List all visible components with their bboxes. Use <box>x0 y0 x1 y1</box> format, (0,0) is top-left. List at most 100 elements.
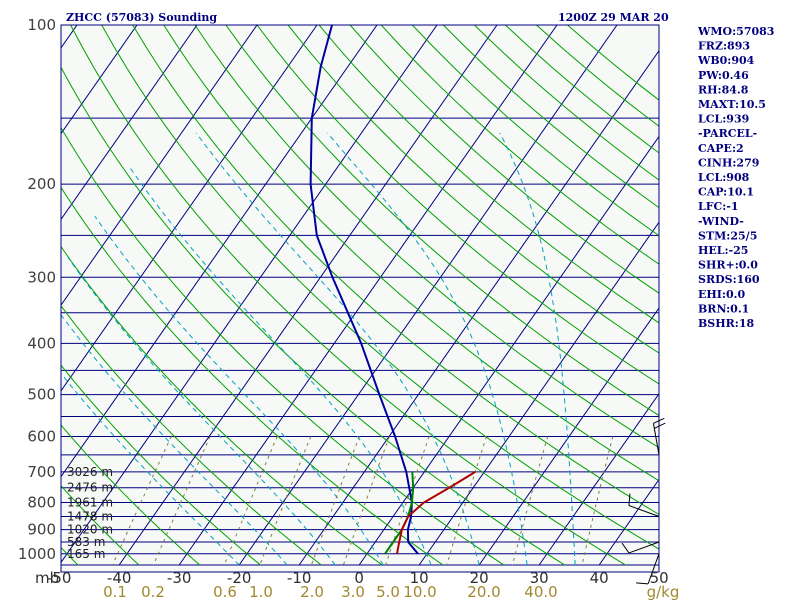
height-label: 583 m <box>67 535 105 549</box>
mixing-ratio-label: 10.0 <box>403 583 436 600</box>
temperature-tick-label: 0 <box>354 569 364 587</box>
mixing-ratio-label: 3.0 <box>341 583 365 600</box>
dry-adiabat-line <box>61 186 444 566</box>
temperature-tick-label: -20 <box>227 569 252 587</box>
temperature-tick-label: 20 <box>470 569 489 587</box>
mixing-ratio-label: 20.0 <box>467 583 500 600</box>
moist-adiabat-line <box>195 132 480 566</box>
mixing-ratio-line <box>310 436 360 566</box>
dry-adiabat-line <box>287 25 659 354</box>
mixing-ratio-label: 1.0 <box>249 583 273 600</box>
sounding-index-item: LCL:939 <box>698 113 749 126</box>
mixing-ratio-label: 0.6 <box>213 583 237 600</box>
height-label: 1961 m <box>67 496 113 510</box>
sounding-index-item: LFC:-1 <box>698 200 739 213</box>
wind-barb <box>652 417 666 455</box>
pressure-tick-label: 1000 <box>18 545 56 563</box>
isotherm-line <box>61 25 198 221</box>
moist-adiabat-line <box>327 132 528 566</box>
dry-adiabat-line <box>61 424 201 566</box>
wind-barb <box>621 541 660 554</box>
sounding-index-item: BRN:0.1 <box>698 302 749 315</box>
isotherm-line <box>61 25 138 135</box>
dry-adiabat-line <box>61 66 565 566</box>
mixing-ratio-line <box>385 436 430 566</box>
mixing-ratio-unit-label: g/kg <box>647 583 680 600</box>
mixing-ratio-line <box>152 436 211 566</box>
pressure-tick-label: 700 <box>27 463 56 481</box>
dry-adiabat-line <box>163 25 659 482</box>
isotherm-line <box>178 25 558 566</box>
mixing-ratio-line <box>511 436 549 566</box>
sounding-index-item: CAP:10.1 <box>698 186 754 199</box>
sounding-index-item: CINH:279 <box>698 156 759 169</box>
height-label: 2476 m <box>67 481 113 495</box>
moist-adiabat-line <box>94 216 384 566</box>
sounding-index-item: STM:25/5 <box>698 229 757 242</box>
wind-barb <box>636 553 660 585</box>
sounding-index-item: MAXT:10.5 <box>698 98 766 111</box>
temperature-tick-label: -50 <box>47 569 72 587</box>
dry-adiabat-line <box>61 126 505 566</box>
isotherm-line <box>61 25 378 478</box>
parcel-trace <box>396 471 476 554</box>
sounding-index-item: CAPE:2 <box>698 142 744 155</box>
mixing-ratio-label: 0.1 <box>103 583 127 600</box>
mixing-ratio-label: 0.2 <box>141 583 165 600</box>
height-label: 165 m <box>67 547 105 561</box>
sounding-index-item: WMO:57083 <box>697 25 774 38</box>
isotherm-line <box>418 221 659 566</box>
chart-title: ZHCC (57083) Sounding <box>66 11 217 24</box>
moist-adiabat-line <box>128 166 432 566</box>
mixing-ratio-line <box>223 436 278 566</box>
mixing-ratio-line <box>259 436 312 566</box>
dry-adiabat-line <box>61 304 322 566</box>
mixing-ratio-line <box>112 436 172 566</box>
moist-adiabat-line <box>499 132 576 566</box>
sounding-index-item: RH:84.8 <box>698 83 749 96</box>
temperature-trace <box>309 25 419 555</box>
isotherm-line <box>538 392 659 566</box>
pressure-tick-label: 900 <box>27 521 56 539</box>
pressure-tick-label: 500 <box>27 386 56 404</box>
isotherm-line <box>478 307 659 566</box>
temperature-tick-label: 10 <box>410 569 429 587</box>
pressure-tick-label: 600 <box>27 427 56 445</box>
pressure-tick-label: 400 <box>27 334 56 352</box>
sounding-index-item: LCL:908 <box>698 171 750 184</box>
sounding-index-item: -PARCEL- <box>698 127 757 140</box>
pressure-unit-label: mb <box>35 569 59 587</box>
height-label: 3026 m <box>67 465 113 479</box>
dry-adiabat-line <box>61 364 261 566</box>
dry-adiabat-line <box>101 25 659 550</box>
sounding-index-item: WB0:904 <box>697 54 755 67</box>
temperature-tick-label: -10 <box>287 569 312 587</box>
isotherm-line <box>238 25 618 566</box>
temperature-tick-label: 30 <box>530 569 549 587</box>
isotherm-line <box>61 25 258 306</box>
moist-adiabat-line <box>67 257 336 566</box>
dry-adiabat-line <box>225 25 659 417</box>
dry-adiabat-line <box>380 25 659 265</box>
isotherm-line <box>358 135 659 566</box>
moist-adiabat-line <box>61 372 240 566</box>
mixing-ratio-label: 40.0 <box>524 583 557 600</box>
isotherm-line <box>61 25 438 564</box>
dry-adiabat-line <box>194 25 659 449</box>
mixing-ratio-label: 5.0 <box>376 583 400 600</box>
mixing-ratio-line <box>581 436 614 566</box>
dry-adiabat-line <box>256 25 659 385</box>
pressure-tick-label: 100 <box>27 16 56 34</box>
mixing-ratio-line <box>446 436 487 566</box>
mixing-ratio-line <box>342 436 390 566</box>
mixing-ratio-label: 2.0 <box>300 583 324 600</box>
height-label: 1020 m <box>67 523 113 537</box>
sounding-index-item: FRZ:893 <box>698 40 750 53</box>
temperature-tick-label: -40 <box>107 569 132 587</box>
height-label: 1478 m <box>67 509 113 523</box>
dry-adiabat-line <box>61 245 383 566</box>
temperature-tick-label: -30 <box>167 569 192 587</box>
isotherm-line <box>61 25 318 392</box>
